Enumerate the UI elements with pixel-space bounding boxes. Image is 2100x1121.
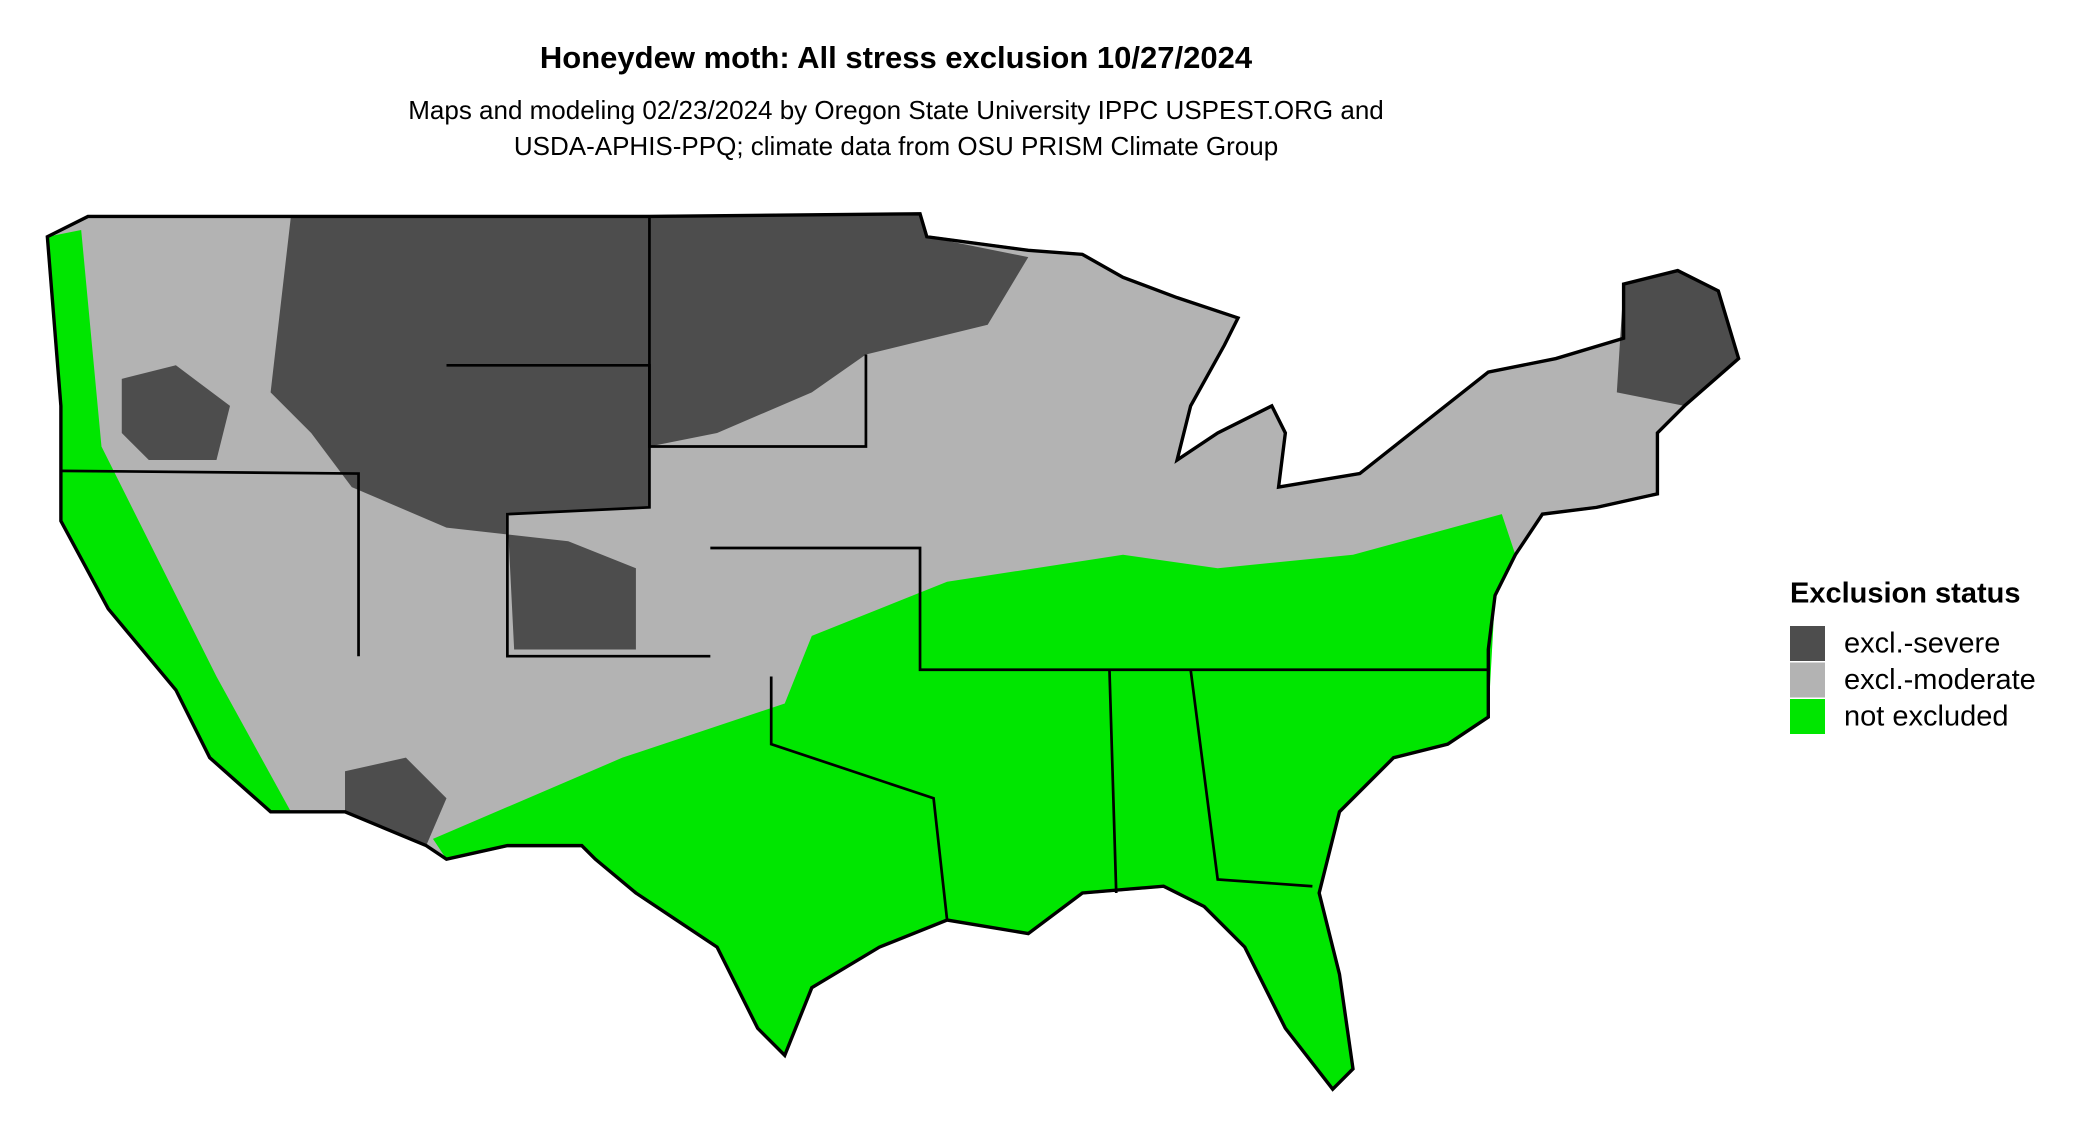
region-severe [345,757,447,846]
state-line [446,363,711,658]
legend-label: excl.-severe [1844,628,2000,660]
legend-swatch [1790,699,1825,734]
legend-label: excl.-moderate [1844,664,2036,696]
title: Honeydew moth: All stress exclusion 10/2… [540,40,1253,75]
legend-swatch [1790,626,1825,661]
state-line [1108,669,1118,894]
legend-label: not excluded [1844,701,2008,733]
state-line [648,216,868,448]
legend-title: Exclusion status [1790,578,2020,610]
legend-swatch [1790,662,1825,698]
state-line [710,546,1489,672]
state-line [60,469,360,657]
subtitle: USDA-APHIS-PPQ; climate data from OSU PR… [514,131,1278,161]
state-line [1189,669,1313,888]
state-line [769,676,949,921]
subtitle: Maps and modeling 02/23/2024 by Oregon S… [408,95,1384,125]
state-lines [60,216,1489,921]
us-outline [45,212,1741,1092]
region-severe [121,365,231,461]
region-none [47,230,291,812]
region-severe [1616,270,1739,406]
us-map [45,212,1741,1092]
